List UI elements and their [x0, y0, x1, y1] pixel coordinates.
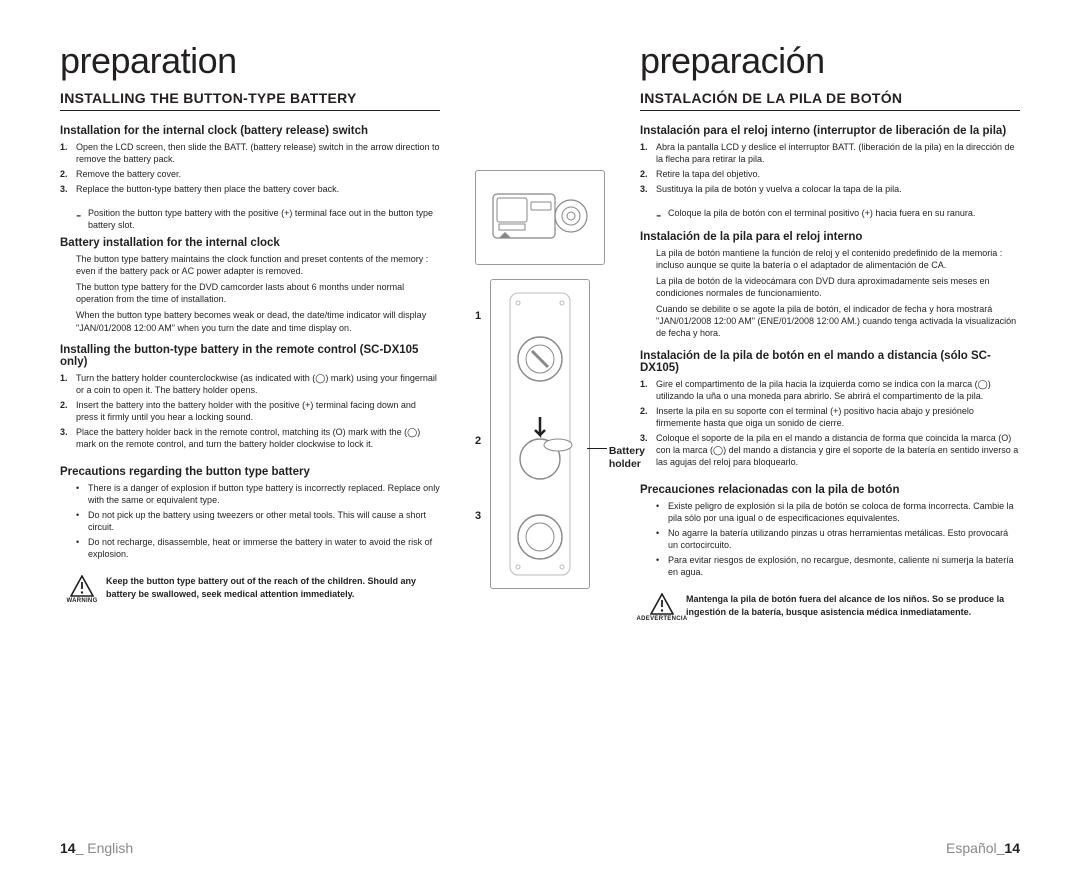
paragraph: Cuando se debilite o se agote la pila de…: [640, 303, 1020, 339]
bullet: •Do not pick up the battery using tweeze…: [76, 509, 440, 533]
warning-icon: WARNING: [66, 575, 98, 604]
step: 3.Coloque el soporte de la pila en el ma…: [640, 432, 1020, 468]
sub-heading: Instalación de la pila para el reloj int…: [640, 231, 1020, 243]
sub-heading: Instalación para el reloj interno (inter…: [640, 125, 1020, 137]
english-column: preparation INSTALLING THE BUTTON-TYPE B…: [60, 40, 450, 856]
warning-box-es: ADEVERTENCIA Mantenga la pila de botón f…: [640, 593, 1020, 622]
camcorder-icon: [485, 180, 595, 255]
steps-internal-clock-es: 1.Abra la pantalla LCD y deslice el inte…: [640, 141, 1020, 199]
camera-illustration: [475, 170, 605, 265]
warning-icon: ADEVERTENCIA: [646, 593, 678, 622]
sub-heading: Installation for the internal clock (bat…: [60, 125, 440, 137]
sub-heading: Instalación de la pila de botón en el ma…: [640, 350, 1020, 374]
illustration-column: 1 2 3 Battery holder: [470, 40, 610, 856]
bullet: •Existe peligro de explosión si la pila …: [656, 500, 1020, 524]
footer-left: 14_ English: [60, 840, 133, 856]
precautions-es: •Existe peligro de explosión si la pila …: [640, 500, 1020, 582]
page-number: 14: [1004, 840, 1020, 856]
bullet: •Para evitar riesgos de explosión, no re…: [656, 554, 1020, 578]
step: 1.Turn the battery holder counterclockwi…: [60, 372, 440, 396]
step: 1.Open the LCD screen, then slide the BA…: [60, 141, 440, 165]
footer-right: Español_14: [946, 840, 1020, 856]
paragraph: La pila de botón mantiene la función de …: [640, 247, 1020, 271]
sub-heading: Precauciones relacionadas con la pila de…: [640, 484, 1020, 496]
precautions-en: •There is a danger of explosion if butto…: [60, 482, 440, 564]
battery-holder-label: Battery holder: [609, 445, 645, 470]
step: 1.Gire el compartimento de la pila hacia…: [640, 378, 1020, 402]
step: 2.Remove the battery cover.: [60, 168, 440, 180]
step-note: -Coloque la pila de botón con el termina…: [640, 207, 1020, 225]
paragraph: When the button type battery becomes wea…: [60, 309, 440, 333]
warning-text: Keep the button type battery out of the …: [106, 575, 440, 599]
bullet: •Do not recharge, disassemble, heat or i…: [76, 536, 440, 560]
bullet: •There is a danger of explosion if butto…: [76, 482, 440, 506]
footer-lang-en: English: [87, 840, 133, 856]
step: 3.Replace the button-type battery then p…: [60, 183, 440, 195]
bullet: •No agarre la batería utilizando pinzas …: [656, 527, 1020, 551]
step: 2.Insert the battery into the battery ho…: [60, 399, 440, 423]
warning-text: Mantenga la pila de botón fuera del alca…: [686, 593, 1020, 617]
step: 3.Place the battery holder back in the r…: [60, 426, 440, 450]
steps-internal-clock-en: 1.Open the LCD screen, then slide the BA…: [60, 141, 440, 199]
callout-1: 1: [475, 310, 481, 322]
step: 2.Inserte la pila en su soporte con el t…: [640, 405, 1020, 429]
remote-icon: [500, 289, 580, 579]
footer-lang-es: Español: [946, 840, 997, 856]
step: 2.Retire la tapa del objetivo.: [640, 168, 1020, 180]
steps-remote-es: 1.Gire el compartimento de la pila hacia…: [640, 378, 1020, 472]
section-heading-en: INSTALLING THE BUTTON-TYPE BATTERY: [60, 90, 440, 111]
sub-heading: Battery installation for the internal cl…: [60, 237, 440, 249]
warning-box-en: WARNING Keep the button type battery out…: [60, 575, 440, 604]
section-heading-es: INSTALACIÓN DE LA PILA DE BOTÓN: [640, 90, 1020, 111]
page-number: 14: [60, 840, 76, 856]
paragraph: La pila de botón de la videocámara con D…: [640, 275, 1020, 299]
manual-page: preparation INSTALLING THE BUTTON-TYPE B…: [0, 0, 1080, 886]
steps-remote-en: 1.Turn the battery holder counterclockwi…: [60, 372, 440, 454]
chapter-title-en: preparation: [60, 40, 440, 82]
step: 3.Sustituya la pila de botón y vuelva a …: [640, 183, 1020, 195]
callout-2: 2: [475, 435, 481, 447]
paragraph: The button type battery maintains the cl…: [60, 253, 440, 277]
paragraph: The button type battery for the DVD camc…: [60, 281, 440, 305]
sub-heading: Precautions regarding the button type ba…: [60, 466, 440, 478]
step: 1.Abra la pantalla LCD y deslice el inte…: [640, 141, 1020, 165]
sub-heading: Installing the button-type battery in th…: [60, 344, 440, 368]
step-note: -Position the button type battery with t…: [60, 207, 440, 231]
remote-illustration: 1 2 3 Battery holder: [490, 279, 590, 589]
chapter-title-es: preparación: [640, 40, 1020, 82]
callout-3: 3: [475, 510, 481, 522]
spanish-column: preparación INSTALACIÓN DE LA PILA DE BO…: [630, 40, 1020, 856]
page-footer: 14_ English Español_14: [60, 840, 1020, 856]
